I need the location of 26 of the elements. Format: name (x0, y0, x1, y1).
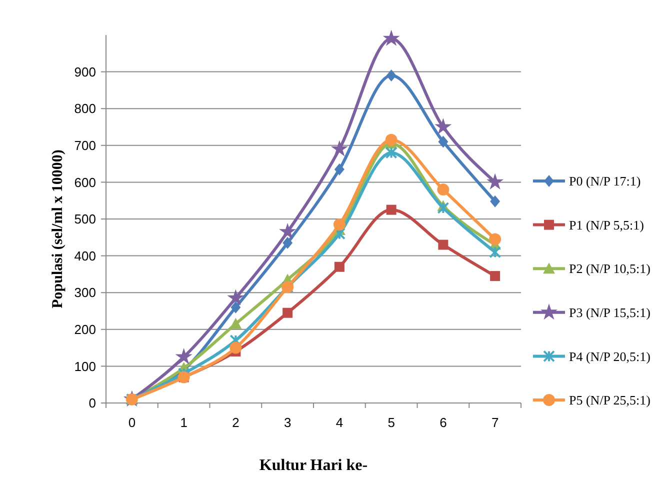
y-tick-label: 500 (74, 212, 96, 227)
x-tick-label: 3 (284, 415, 292, 430)
y-tick-label: 100 (74, 358, 96, 374)
y-tick-label: 600 (74, 174, 96, 190)
y-axis-title: Populasi (sel/ml x 10000) (50, 150, 66, 308)
legend-label: P4 (N/P 20,5:1) (569, 348, 650, 364)
legend-label: P2 (N/P 10,5:1) (569, 261, 650, 276)
y-tick-label: 800 (74, 101, 96, 116)
legend-label: P1 (N/P 5,5:1) (569, 217, 644, 232)
y-tick-label: 700 (74, 138, 96, 153)
legend-label: P0 (N/P 17:1) (569, 174, 641, 189)
legend-label: P3 (N/P 15,5:1) (569, 304, 650, 320)
x-axis-title: Kultur Hari ke- (259, 457, 368, 474)
x-tick-label: 5 (388, 415, 395, 430)
x-tick-label: 4 (336, 415, 344, 430)
x-tick-label: 1 (180, 415, 188, 430)
y-tick-label: 400 (74, 248, 96, 264)
y-tick-label: 300 (74, 285, 96, 300)
y-tick-label: 200 (74, 322, 96, 337)
y-tick-label: 0 (88, 396, 96, 411)
x-tick-label: 0 (128, 415, 136, 430)
legend-label: P5 (N/P 25,5:1) (569, 392, 650, 408)
x-tick-label: 2 (232, 415, 240, 430)
x-tick-label: 6 (440, 415, 447, 430)
x-tick-label: 7 (491, 415, 499, 430)
y-tick-label: 900 (74, 64, 96, 80)
